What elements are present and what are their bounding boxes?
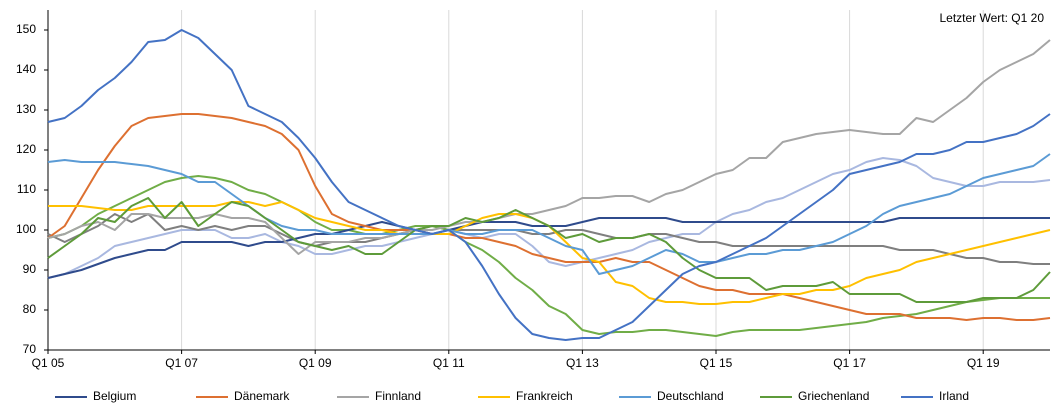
y-tick-label: 80 — [23, 302, 37, 316]
legend-label: Griechenland — [798, 389, 869, 403]
x-tick-label: Q1 15 — [700, 356, 733, 370]
series-line — [47, 197, 1051, 303]
y-tick-label: 140 — [16, 62, 36, 76]
legend-label: Dänemark — [234, 389, 290, 403]
x-tick-label: Q1 07 — [165, 356, 198, 370]
series-line — [47, 39, 1051, 255]
y-tick-label: 70 — [23, 342, 37, 356]
series-line — [47, 213, 1050, 265]
legend-label: Finnland — [375, 389, 421, 403]
legend-label: Belgium — [93, 389, 136, 403]
y-tick-label: 100 — [16, 222, 36, 236]
x-tick-label: Q1 11 — [433, 356, 465, 370]
x-tick-label: Q1 09 — [299, 356, 332, 370]
series-line — [47, 153, 1051, 275]
y-tick-label: 90 — [23, 262, 37, 276]
x-tick-label: Q1 13 — [566, 356, 599, 370]
series-line — [47, 157, 1051, 279]
annotation: Letzter Wert: Q1 20 — [940, 11, 1045, 25]
series-line — [47, 175, 1050, 337]
y-tick-label: 110 — [17, 182, 36, 196]
y-tick-label: 120 — [16, 142, 36, 156]
x-tick-label: Q1 05 — [32, 356, 65, 370]
legend-label: Deutschland — [657, 389, 724, 403]
legend-label: Frankreich — [516, 389, 573, 403]
series-line — [47, 113, 1051, 321]
x-tick-label: Q1 17 — [833, 356, 866, 370]
series-line — [47, 29, 1051, 341]
y-tick-label: 150 — [16, 22, 36, 36]
x-tick-label: Q1 19 — [967, 356, 1000, 370]
legend-label: Irland — [939, 389, 969, 403]
y-tick-label: 130 — [16, 102, 36, 116]
